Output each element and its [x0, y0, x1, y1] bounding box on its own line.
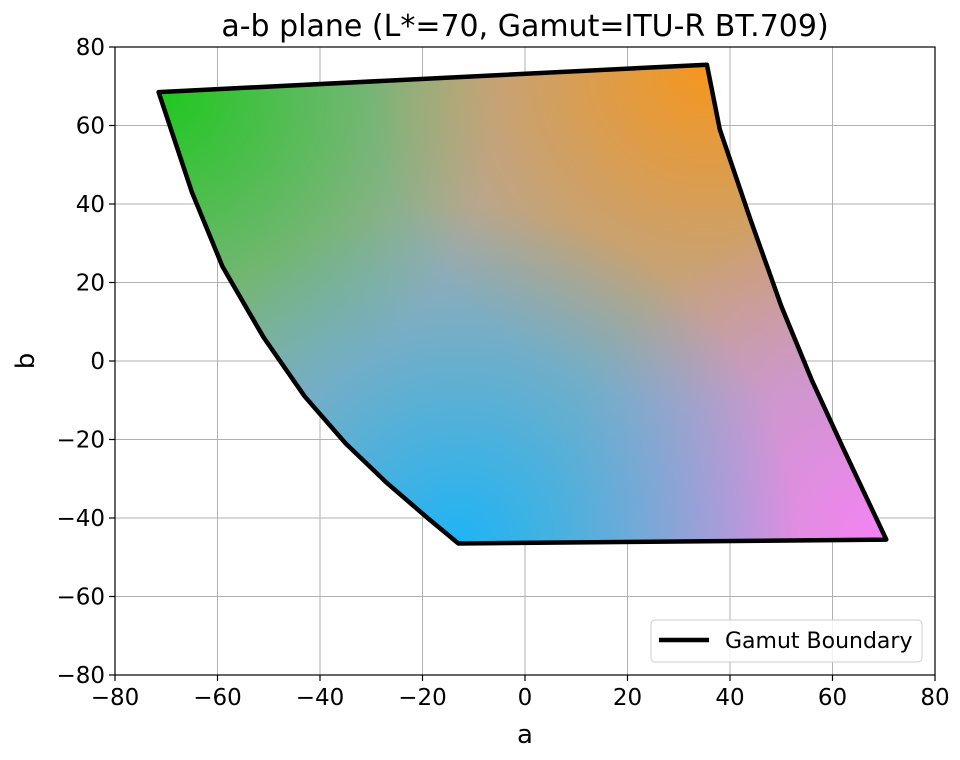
x-tick-label: −20 — [398, 685, 447, 711]
y-tick-label: 20 — [76, 271, 105, 297]
legend-box — [650, 619, 923, 663]
x-tick-label: −80 — [91, 685, 140, 711]
y-tick-label: 40 — [76, 192, 105, 218]
y-tick-label: 0 — [90, 349, 105, 375]
x-tick-label: 0 — [518, 685, 533, 711]
x-tick-label: 80 — [920, 685, 949, 711]
y-tick-label: −80 — [56, 663, 105, 689]
y-tick-label: 60 — [76, 114, 105, 140]
legend-entry-gamut-boundary: Gamut Boundary — [725, 629, 912, 654]
y-tick-label: −20 — [56, 428, 105, 454]
x-axis-label: a — [517, 720, 533, 750]
x-tick-label: 20 — [613, 685, 642, 711]
x-tick-label: −40 — [296, 685, 345, 711]
chart-title: a-b plane (L*=70, Gamut=ITU-R BT.709) — [221, 9, 828, 44]
gamut-boundary-line — [156, 62, 889, 546]
y-tick-label: −40 — [56, 506, 105, 532]
y-axis-ticks: −80 −60 −40 −20 0 20 40 60 80 — [56, 35, 115, 689]
y-tick-label: −60 — [56, 585, 105, 611]
legend: Gamut Boundary — [650, 619, 923, 663]
y-axis-label: b — [11, 353, 41, 370]
x-tick-label: 60 — [818, 685, 847, 711]
x-tick-label: 40 — [715, 685, 744, 711]
y-tick-label: 80 — [76, 35, 105, 61]
x-axis-ticks: −80 −60 −40 −20 0 20 40 60 80 — [91, 675, 950, 711]
x-tick-label: −60 — [193, 685, 242, 711]
